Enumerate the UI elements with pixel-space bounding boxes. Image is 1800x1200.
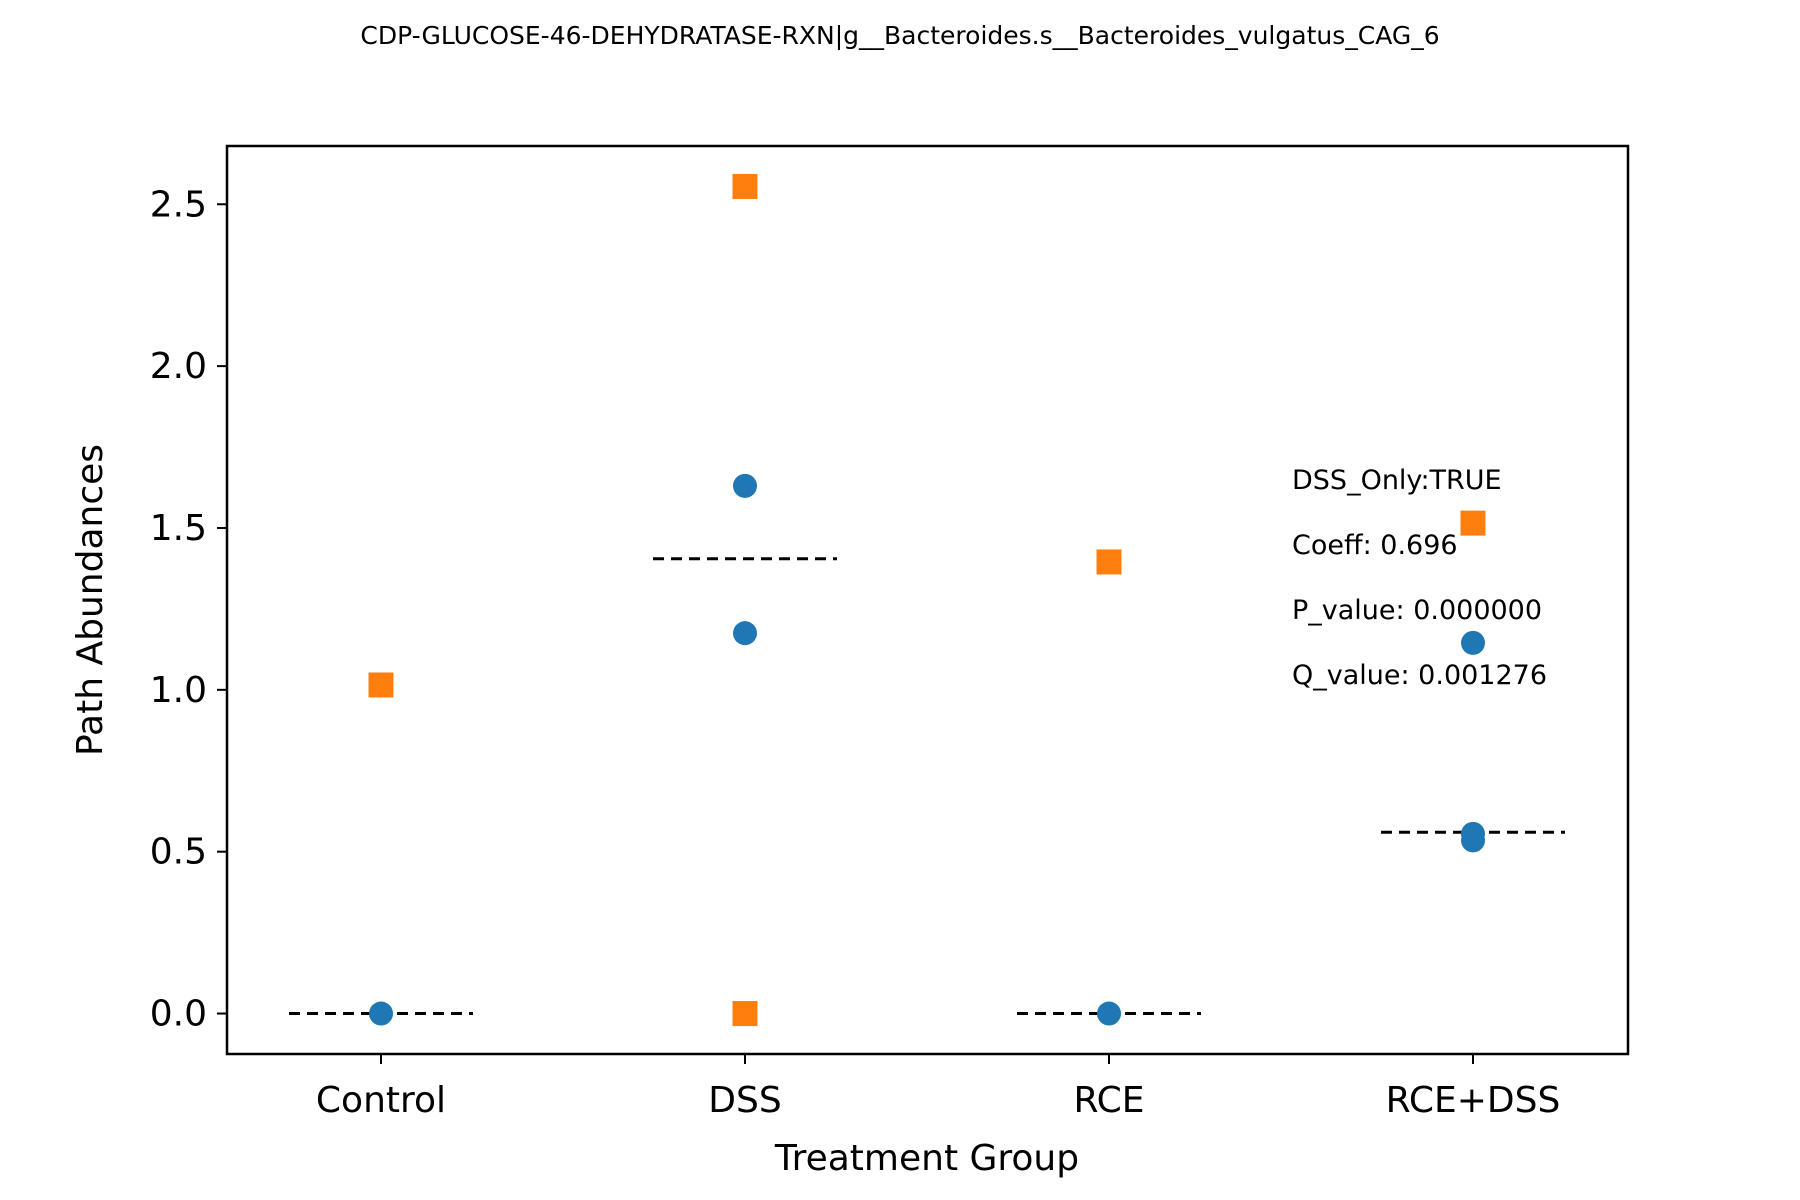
data-point-circle [733,621,757,646]
x-tick-label: RCE [1073,1080,1144,1121]
x-tick-label: DSS [708,1080,781,1121]
y-axis: 0.0 0.5 1.0 1.5 2.0 2.5 [150,184,227,1035]
y-tick-label: 1.0 [150,670,207,711]
y-tick-label: 2.0 [150,346,207,387]
annotation-line: Coeff: 0.696 [1292,530,1458,561]
x-tick-label: RCE+DSS [1386,1080,1561,1121]
x-tick-label: Control [316,1080,446,1121]
data-point-square [368,672,394,698]
y-tick-label: 0.5 [150,832,207,873]
data-point-circle [1461,630,1485,655]
stats-annotation: DSS_Only:TRUE Coeff: 0.696 P_value: 0.0000… [1292,465,1547,691]
data-point-circle [369,1001,393,1026]
y-tick-label: 1.5 [150,508,207,549]
annotation-line: P_value: 0.000000 [1292,595,1542,626]
y-tick-label: 2.5 [150,184,207,225]
y-axis-label: Path Abundances [70,444,111,756]
chart-title: CDP-GLUCOSE-46-DEHYDRATASE-RXN|g__Bacter… [360,21,1439,50]
annotation-line: DSS_Only:TRUE [1292,465,1502,496]
data-point-square [732,1001,758,1027]
annotation-line: Q_value: 0.001276 [1292,660,1547,691]
plot-frame [225,144,1630,1056]
data-point-circle [1097,1001,1121,1026]
data-point-square [732,173,758,199]
y-tick-label: 0.0 [150,994,207,1035]
data-point-circle [733,473,757,498]
data-point-square [1096,549,1122,575]
data-point-circle [1461,828,1485,853]
plot-area [289,173,1565,1027]
x-axis: Control DSS RCE RCE+DSS [316,1054,1560,1121]
data-point-square [1460,510,1486,536]
x-axis-label: Treatment Group [774,1138,1079,1179]
